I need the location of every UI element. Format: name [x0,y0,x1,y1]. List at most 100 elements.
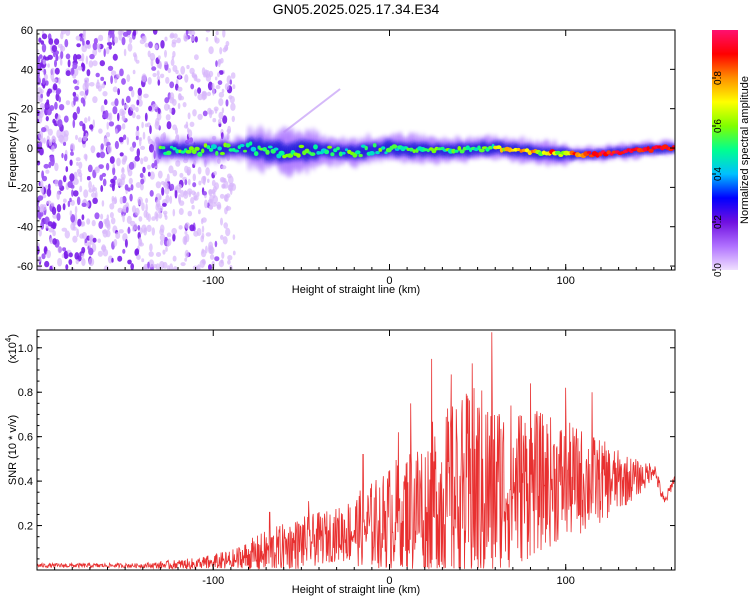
noise-blob [187,178,191,186]
noise-blob [149,243,153,252]
noise-blob [38,37,42,43]
noise-blob [37,62,41,70]
noise-blob [61,253,65,258]
core-peak [278,150,285,156]
noise-blob [148,251,154,257]
noise-blob [130,104,136,111]
noise-blob [103,48,106,58]
noise-blob [79,91,85,96]
core-peak [554,150,562,155]
noise-blob [69,210,73,217]
noise-blob [220,217,223,226]
noise-blob [73,171,78,179]
noise-blob [198,209,201,215]
noise-blob [204,199,208,209]
noise-blob [96,43,101,50]
noise-blob [113,36,119,44]
core-peak [391,144,398,149]
noise-blob [190,197,195,204]
noise-blob [134,223,138,231]
noise-blob [63,153,68,162]
noise-blob [135,182,142,188]
noise-blob [223,180,229,189]
noise-blob [88,241,92,248]
noise-blob [95,81,101,89]
noise-blob [60,30,66,35]
noise-blob [103,265,110,270]
core-peak [161,146,166,150]
core-peak [233,149,240,153]
noise-blob [189,121,195,128]
spectrogram-panel: -60 -40 -20 0 20 40 60 -100 0 100 Height of stra… [7,25,676,296]
noise-blob [155,252,162,257]
noise-blob [134,155,140,162]
noise-blob [201,90,207,97]
noise-blob [144,42,149,48]
noise-blob [198,180,202,186]
noise-blob [174,189,178,199]
noise-blob [127,226,131,234]
noise-blob [80,97,85,104]
noise-blob [169,183,175,191]
noise-blob [193,191,198,201]
noise-blob [130,263,134,270]
noise-blob [106,214,110,221]
noise-blob [64,39,69,48]
noise-blob [155,181,162,189]
noise-blob [144,112,148,122]
noise-blob [92,184,95,193]
noise-blob [217,118,222,124]
noise-blob [221,178,226,183]
noise-blob [130,184,134,191]
spectrogram-y-tick-label: -20 [17,182,33,194]
noise-blob [72,73,77,79]
noise-blob [138,237,142,245]
noise-blob [192,173,196,182]
noise-blob [187,30,193,35]
noise-blob [106,121,109,130]
noise-blob [110,75,113,85]
noise-blob [203,176,206,186]
noise-blob [57,77,61,85]
noise-blob [46,249,51,259]
noise-blob [81,246,86,254]
noise-blob [86,218,91,225]
core-peak [243,149,247,153]
noise-blob [228,95,233,100]
colorbar-tick-label: 0.6 [713,119,724,133]
noise-blob [84,238,88,244]
noise-blob [218,260,225,268]
noise-blob [98,34,104,42]
noise-blob [50,157,55,167]
noise-blob [178,93,182,101]
noise-blob [100,76,105,81]
noise-blob [84,117,88,124]
noise-blob [137,225,141,231]
noise-blob [137,196,143,206]
noise-blob [81,53,85,62]
noise-blob [205,232,212,237]
core-peak [267,145,273,149]
noise-blob [87,164,93,173]
noise-blob [136,148,140,158]
noise-blob [222,236,228,245]
noise-blob [219,193,225,199]
noise-blob [76,228,79,238]
noise-blob [165,194,170,204]
noise-blob [168,165,174,174]
noise-blob [191,204,195,210]
noise-blob [112,163,115,169]
noise-blob [199,259,205,268]
noise-blob [218,98,224,107]
noise-blob [48,139,52,147]
noise-blob [139,172,144,179]
core-peak [364,145,368,151]
noise-blob [105,46,110,55]
noise-blob [217,59,221,68]
noise-blob [57,114,61,120]
noise-blob [70,214,76,223]
core-peak [262,147,268,152]
noise-blob [119,196,124,205]
noise-blob [110,70,117,76]
noise-blob [69,173,75,182]
